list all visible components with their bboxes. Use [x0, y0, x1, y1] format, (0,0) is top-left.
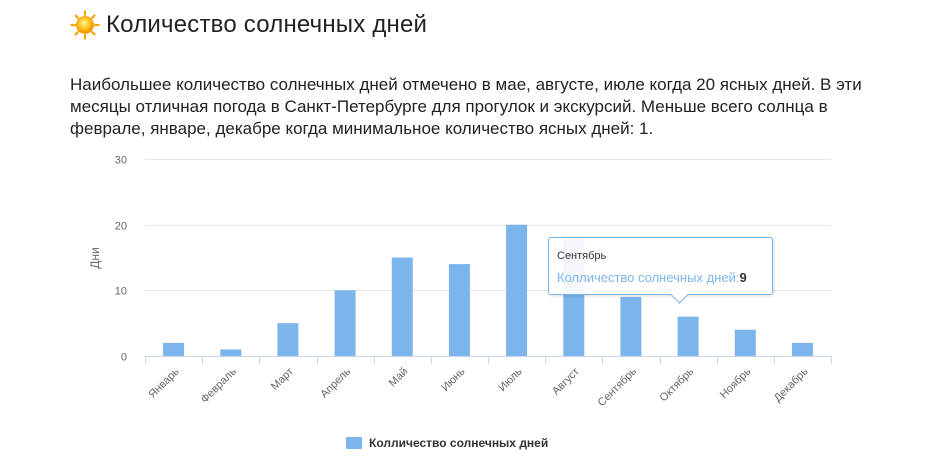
- x-tick-label: Апрель: [318, 365, 353, 400]
- tooltip-category: Сентябрь: [557, 250, 607, 262]
- legend[interactable]: Колличество солнечных дней: [346, 436, 548, 450]
- x-tick-label: Октябрь: [658, 365, 697, 404]
- legend-swatch: [346, 437, 362, 449]
- bar[interactable]: [448, 264, 470, 356]
- bar[interactable]: [620, 296, 642, 356]
- tooltip-series-label: Колличество солнечных дней:: [557, 270, 740, 285]
- bars: [163, 224, 813, 357]
- y-tick-label: 20: [115, 221, 127, 233]
- y-tick-label: 0: [121, 352, 127, 364]
- x-tick-label: Ноябрь: [718, 365, 754, 401]
- page-title: Количество солнечных дней: [106, 11, 428, 38]
- bar[interactable]: [334, 290, 356, 356]
- y-tick-label: 30: [115, 155, 127, 167]
- x-axis-labels: Январь Февраль Март Апрель Май Июнь Июль Август…: [147, 365, 811, 409]
- chart-description: Наибольшее количество солнечных дней отм…: [70, 75, 862, 138]
- sun-icon: [70, 10, 100, 40]
- y-axis-ticks: 0 10 20 30: [115, 155, 127, 364]
- x-tick-label: Декабрь: [772, 365, 811, 404]
- x-tick-label: Сентябрь: [596, 365, 640, 409]
- bar[interactable]: [506, 224, 528, 356]
- y-tick-label: 10: [115, 286, 127, 298]
- x-tick-label: Июль: [496, 365, 525, 394]
- tooltip-value: 9: [739, 270, 747, 285]
- x-tick-label: Июнь: [439, 365, 467, 393]
- x-tick-label: Май: [387, 366, 411, 390]
- bar[interactable]: [677, 316, 699, 356]
- legend-label: Колличество солнечных дней: [369, 436, 549, 450]
- x-tick-label: Февраль: [199, 365, 239, 405]
- bar[interactable]: [391, 257, 413, 357]
- x-axis-ticks: [145, 356, 832, 364]
- page-header: Количество солнечных дней: [70, 10, 427, 40]
- bar[interactable]: [220, 349, 242, 356]
- bar[interactable]: [277, 323, 299, 356]
- tooltip: Сентябрь Колличество солнечных дней:9: [548, 237, 773, 304]
- x-tick-label: Март: [269, 366, 296, 393]
- x-tick-label: Январь: [147, 365, 182, 400]
- bar[interactable]: [734, 329, 756, 356]
- bar[interactable]: [163, 342, 185, 356]
- y-axis-label: Дни: [88, 247, 102, 268]
- x-tick-label: Август: [550, 366, 582, 398]
- bar[interactable]: [791, 342, 813, 356]
- tooltip-series: Колличество солнечных дней:9: [557, 270, 747, 285]
